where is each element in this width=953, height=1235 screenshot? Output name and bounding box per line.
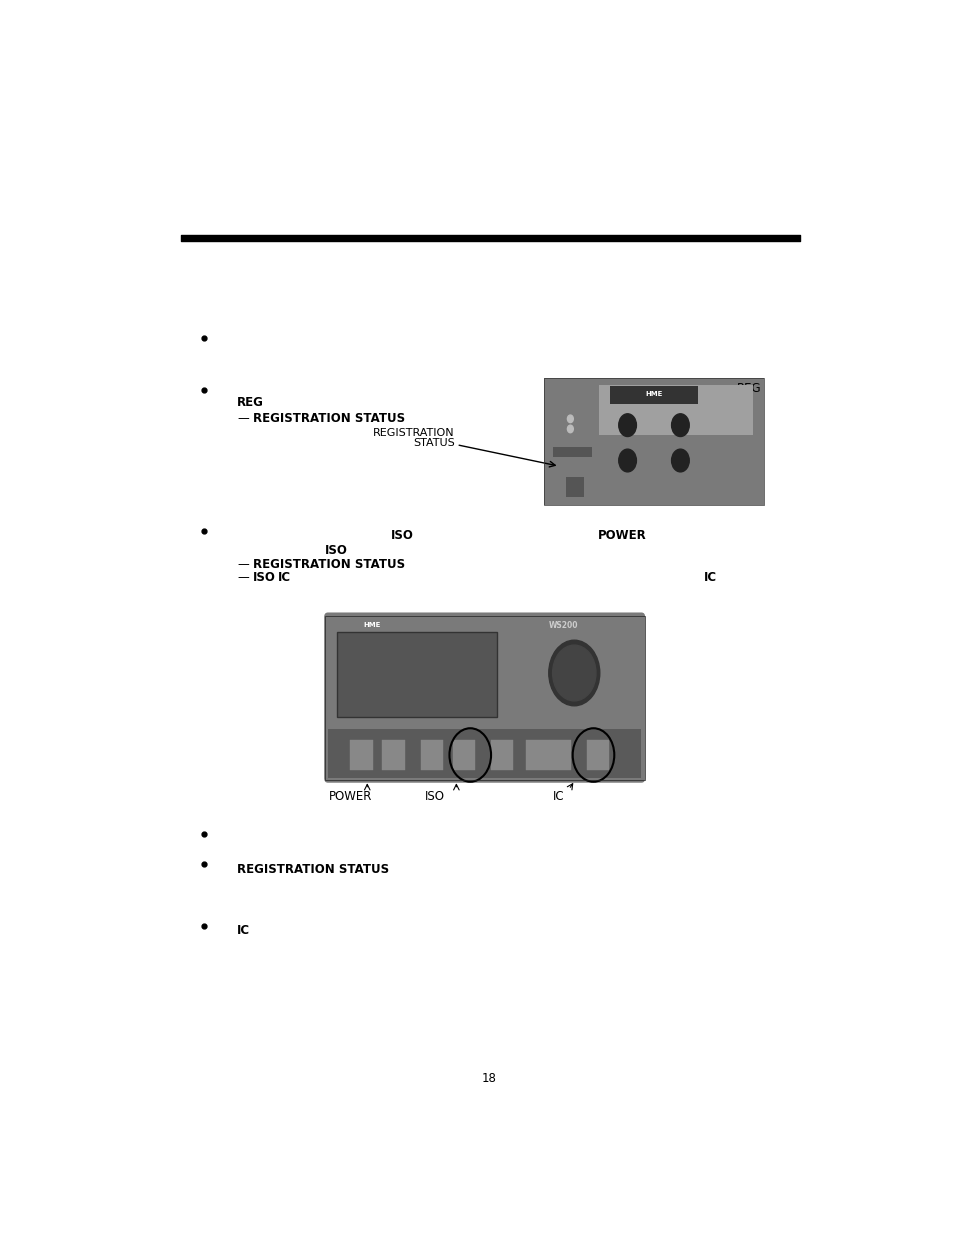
Bar [324,615,644,779]
Text: REG: REG [736,382,760,394]
Text: REGISTRATION: REGISTRATION [373,427,455,437]
Bar [609,387,698,404]
Bar [350,740,373,769]
Text: ISO: ISO [424,789,444,803]
Bar [452,740,475,769]
Circle shape [567,425,573,432]
Text: 18: 18 [481,1072,496,1086]
Text: ISO: ISO [324,543,347,557]
Bar [552,447,592,457]
Bar [491,740,513,769]
Text: IC: IC [703,571,716,584]
Bar [328,729,640,778]
Circle shape [552,645,596,701]
Text: —: — [236,558,249,571]
Text: —: — [236,571,249,584]
Text: POWER: POWER [597,530,645,542]
Text: ISO: ISO [390,530,413,542]
Text: REG: REG [236,396,264,409]
Text: HME: HME [363,622,380,629]
Bar [337,632,497,718]
Bar [526,740,548,769]
Bar [548,740,571,769]
Bar [543,378,763,505]
FancyBboxPatch shape [324,613,644,783]
Circle shape [618,450,636,472]
Text: IC: IC [278,571,291,584]
Text: IC: IC [236,924,250,937]
Text: REGISTRATION STATUS: REGISTRATION STATUS [253,411,404,425]
Text: POWER: POWER [329,789,373,803]
Circle shape [671,450,688,472]
Text: —: — [236,411,249,425]
Text: REGISTRATION STATUS: REGISTRATION STATUS [236,863,389,876]
Text: IC: IC [553,789,564,803]
Bar [420,740,442,769]
Circle shape [548,640,599,705]
Text: WS200: WS200 [548,621,578,630]
Text: ISO: ISO [253,571,275,584]
Circle shape [671,414,688,436]
Circle shape [618,414,636,436]
Text: HME: HME [644,391,662,398]
Text: REGISTRATION STATUS: REGISTRATION STATUS [253,558,404,571]
Text: STATUS: STATUS [413,438,455,448]
Circle shape [567,415,573,422]
Bar [543,378,763,505]
Bar [382,740,404,769]
Bar [598,385,752,435]
Bar [324,615,644,779]
Bar [586,740,609,769]
Bar [565,477,583,498]
